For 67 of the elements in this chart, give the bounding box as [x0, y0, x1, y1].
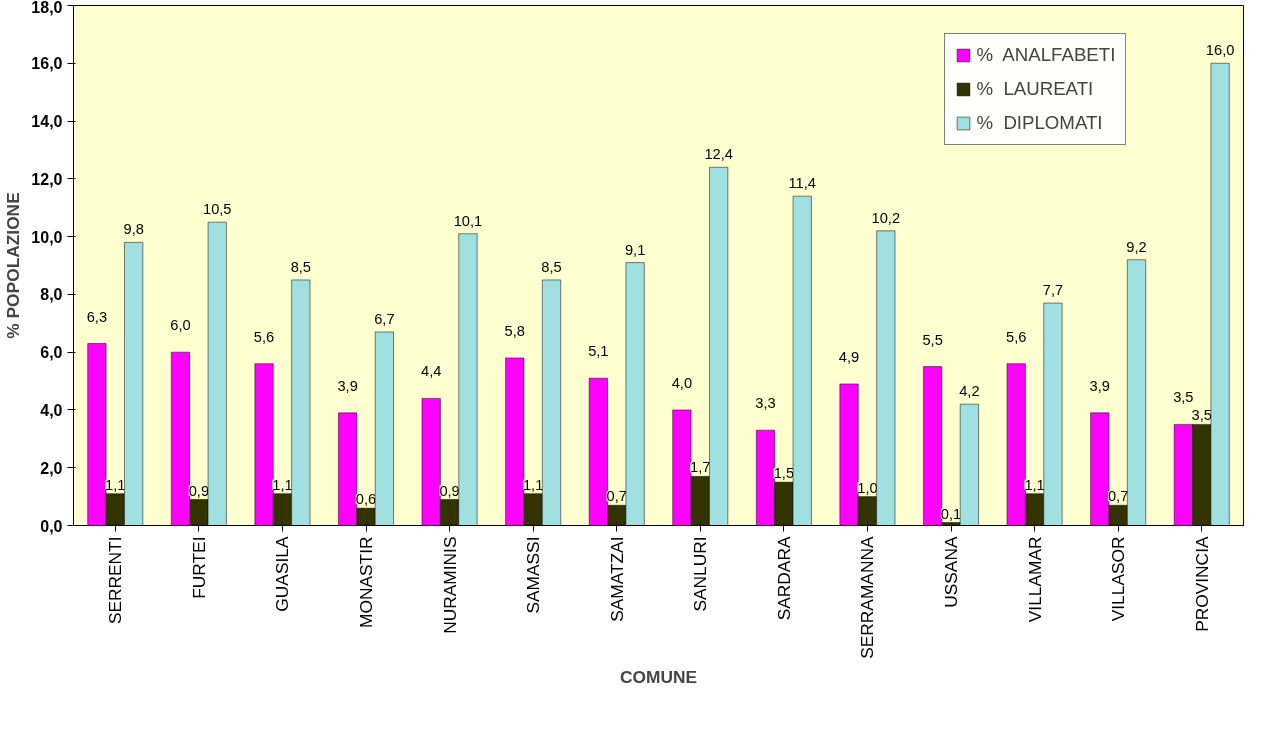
data-label: 16,0	[1205, 42, 1235, 59]
data-label: 0,1	[940, 505, 962, 522]
data-label: 10,1	[453, 212, 483, 229]
data-label: 0,7	[606, 488, 627, 505]
x-tick-label: SERRAMANNA	[857, 536, 878, 659]
y-tick-label: 8,0	[40, 286, 63, 304]
x-tick-label: GUASILA	[272, 536, 293, 612]
data-label: 0,9	[439, 482, 460, 499]
data-label: 10,2	[871, 209, 901, 226]
data-label: 6,0	[170, 317, 191, 334]
data-label: 6,3	[86, 308, 108, 325]
data-label: 5,8	[504, 322, 525, 339]
data-label: 12,4	[704, 146, 733, 163]
data-label: 6,7	[374, 310, 395, 327]
x-axis-title: COMUNE	[619, 666, 698, 687]
legend-label: % LAUREATI	[976, 78, 1094, 100]
x-tick-label: NURAMINIS	[439, 536, 460, 634]
y-tick-label: 6,0	[40, 344, 63, 362]
legend-label: % DIPLOMATI	[976, 112, 1103, 134]
data-label: 5,5	[922, 331, 943, 348]
data-label: 3,3	[755, 395, 776, 412]
x-tick-label: SAMATZAI	[606, 536, 627, 622]
y-tick-label: 10,0	[31, 228, 63, 246]
x-tick-label: SARDARA	[773, 536, 794, 621]
data-label: 9,1	[624, 241, 646, 258]
data-label: 4,2	[959, 383, 980, 400]
x-tick-label: FURTEI	[188, 536, 209, 599]
y-axis-title: % POPOLAZIONE	[3, 192, 24, 339]
data-label: 1,0	[857, 479, 878, 496]
x-tick-label: PROVINCIA	[1191, 536, 1212, 632]
x-tick-label: SAMASSI	[523, 536, 544, 614]
data-label: 3,5	[1191, 407, 1212, 424]
y-tick-label: 18,0	[31, 0, 63, 16]
data-label: 1,1	[1024, 476, 1045, 493]
y-tick-label: 0,0	[40, 517, 63, 535]
data-label: 3,9	[337, 377, 358, 394]
data-label: 4,0	[671, 374, 693, 391]
data-label: 4,4	[421, 363, 442, 380]
y-tick-label: 4,0	[40, 401, 63, 419]
data-label: 8,5	[290, 258, 311, 275]
data-label: 5,6	[253, 328, 275, 345]
data-label: 9,8	[123, 221, 144, 238]
y-tick-label: 14,0	[31, 113, 63, 131]
data-label: 11,4	[788, 175, 816, 192]
data-label: 4,9	[838, 348, 860, 365]
data-label: 3,5	[1173, 389, 1194, 406]
x-tick-label: SANLURI	[690, 536, 711, 612]
data-label: 9,2	[1126, 238, 1147, 255]
x-tick-label: SERRENTI	[105, 536, 126, 625]
x-tick-label: VILLASOR	[1108, 536, 1129, 622]
y-tick-label: 16,0	[31, 55, 63, 73]
x-tick-label: VILLAMAR	[1024, 536, 1045, 623]
data-label: 0,9	[188, 482, 210, 499]
legend-label: % ANALFABETI	[976, 44, 1116, 66]
x-tick-label: MONASTIR	[356, 536, 376, 628]
data-label: 5,1	[588, 343, 609, 360]
data-label: 10,5	[202, 201, 232, 218]
y-tick-label: 2,0	[40, 459, 63, 477]
data-label: 5,6	[1006, 328, 1027, 345]
data-label: 7,7	[1042, 282, 1064, 299]
data-label: 8,5	[541, 258, 562, 275]
data-label: 0,6	[355, 491, 377, 508]
data-label: 1,1	[272, 476, 293, 493]
data-label: 1,5	[773, 465, 795, 482]
y-tick-label: 12,0	[31, 170, 63, 188]
x-tick-label: USSANA	[941, 536, 961, 608]
data-label: 3,9	[1089, 377, 1110, 394]
